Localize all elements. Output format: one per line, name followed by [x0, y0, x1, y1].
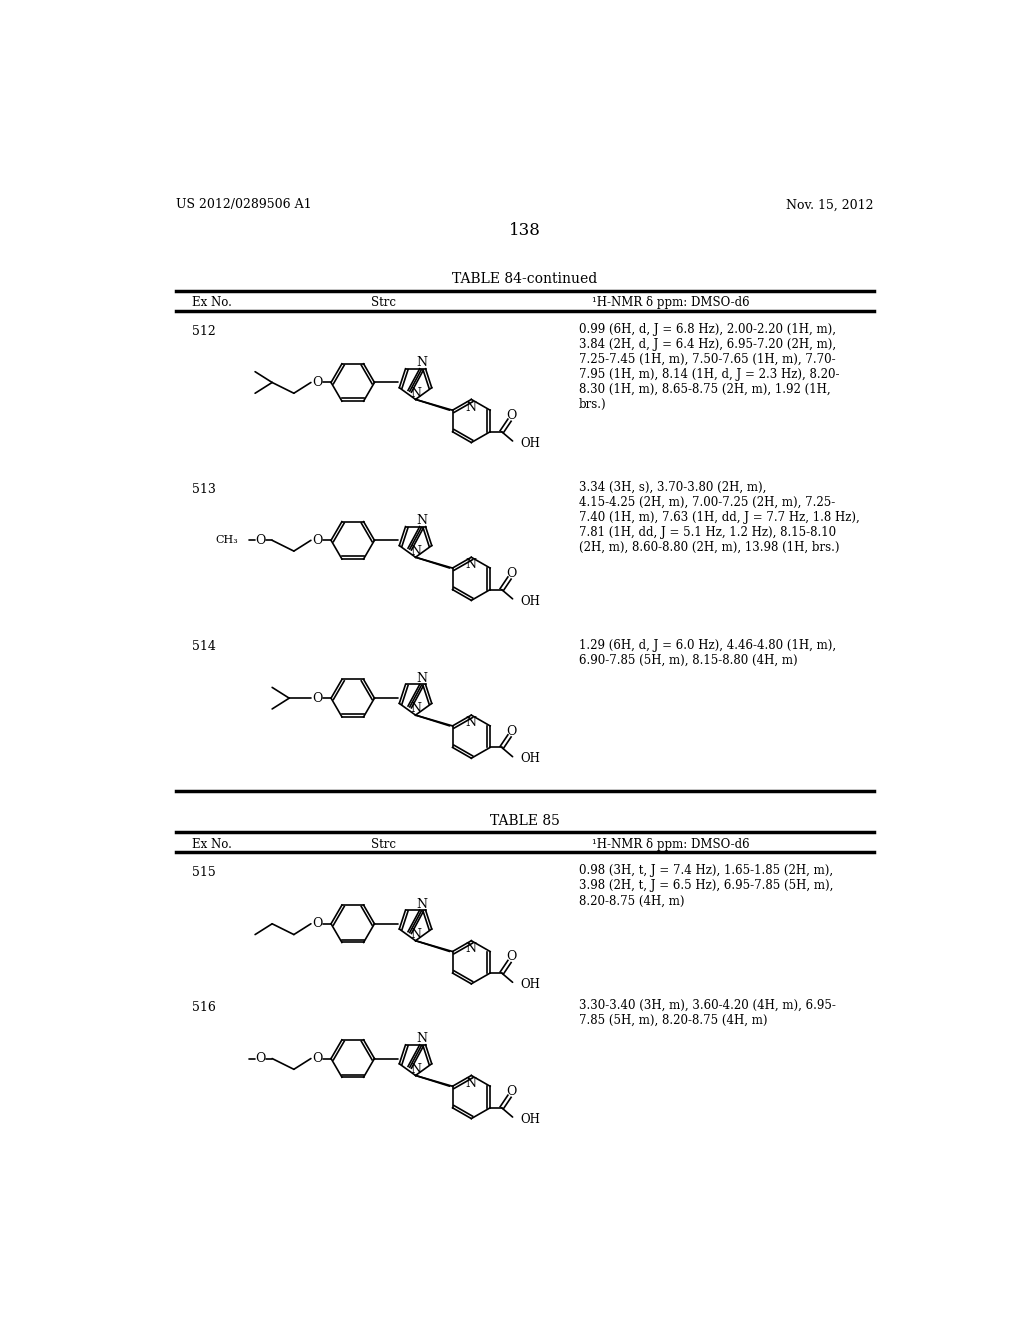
Text: 3.30-3.40 (3H, m), 3.60-4.20 (4H, m), 6.95-
7.85 (5H, m), 8.20-8.75 (4H, m): 3.30-3.40 (3H, m), 3.60-4.20 (4H, m), 6.… [579, 999, 836, 1027]
Text: ¹H-NMR δ ppm: DMSO-d6: ¹H-NMR δ ppm: DMSO-d6 [592, 296, 750, 309]
Text: O: O [312, 917, 323, 931]
Text: 514: 514 [191, 640, 215, 653]
Text: N: N [410, 1063, 421, 1076]
Text: O: O [507, 1085, 517, 1098]
Text: N: N [410, 702, 421, 715]
Text: N: N [410, 387, 421, 400]
Text: 0.98 (3H, t, J = 7.4 Hz), 1.65-1.85 (2H, m),
3.98 (2H, t, J = 6.5 Hz), 6.95-7.85: 0.98 (3H, t, J = 7.4 Hz), 1.65-1.85 (2H,… [579, 865, 834, 907]
Text: N: N [416, 898, 427, 911]
Text: 0.99 (6H, d, J = 6.8 Hz), 2.00-2.20 (1H, m),
3.84 (2H, d, J = 6.4 Hz), 6.95-7.20: 0.99 (6H, d, J = 6.8 Hz), 2.00-2.20 (1H,… [579, 323, 840, 412]
Text: O: O [255, 1052, 265, 1065]
Text: 3.34 (3H, s), 3.70-3.80 (2H, m),
4.15-4.25 (2H, m), 7.00-7.25 (2H, m), 7.25-
7.4: 3.34 (3H, s), 3.70-3.80 (2H, m), 4.15-4.… [579, 480, 860, 554]
Text: N: N [466, 400, 477, 413]
Text: OH: OH [520, 978, 541, 991]
Text: TABLE 85: TABLE 85 [489, 813, 560, 828]
Text: 516: 516 [191, 1001, 215, 1014]
Text: N: N [416, 1032, 427, 1045]
Text: 515: 515 [191, 866, 215, 879]
Text: N: N [466, 1077, 477, 1090]
Text: O: O [507, 950, 517, 964]
Text: N: N [466, 942, 477, 954]
Text: N: N [416, 513, 427, 527]
Text: OH: OH [520, 437, 541, 450]
Text: O: O [507, 409, 517, 422]
Text: N: N [466, 558, 477, 572]
Text: OH: OH [520, 752, 541, 766]
Text: ¹H-NMR δ ppm: DMSO-d6: ¹H-NMR δ ppm: DMSO-d6 [592, 837, 750, 850]
Text: OH: OH [520, 1113, 541, 1126]
Text: O: O [312, 376, 323, 389]
Text: 512: 512 [191, 325, 215, 338]
Text: N: N [410, 928, 421, 941]
Text: O: O [507, 566, 517, 579]
Text: Ex No.: Ex No. [191, 837, 231, 850]
Text: US 2012/0289506 A1: US 2012/0289506 A1 [176, 198, 311, 211]
Text: Strc: Strc [372, 837, 396, 850]
Text: Ex No.: Ex No. [191, 296, 231, 309]
Text: Strc: Strc [372, 296, 396, 309]
Text: 513: 513 [191, 483, 215, 495]
Text: N: N [410, 545, 421, 557]
Text: 138: 138 [509, 222, 541, 239]
Text: O: O [312, 533, 323, 546]
Text: N: N [416, 672, 427, 685]
Text: 1.29 (6H, d, J = 6.0 Hz), 4.46-4.80 (1H, m),
6.90-7.85 (5H, m), 8.15-8.80 (4H, m: 1.29 (6H, d, J = 6.0 Hz), 4.46-4.80 (1H,… [579, 639, 837, 667]
Text: O: O [255, 533, 265, 546]
Text: Nov. 15, 2012: Nov. 15, 2012 [786, 198, 873, 211]
Text: O: O [507, 725, 517, 738]
Text: O: O [312, 692, 323, 705]
Text: N: N [466, 717, 477, 730]
Text: CH₃: CH₃ [215, 536, 238, 545]
Text: N: N [416, 356, 427, 370]
Text: O: O [312, 1052, 323, 1065]
Text: TABLE 84-continued: TABLE 84-continued [453, 272, 597, 286]
Text: OH: OH [520, 594, 541, 607]
